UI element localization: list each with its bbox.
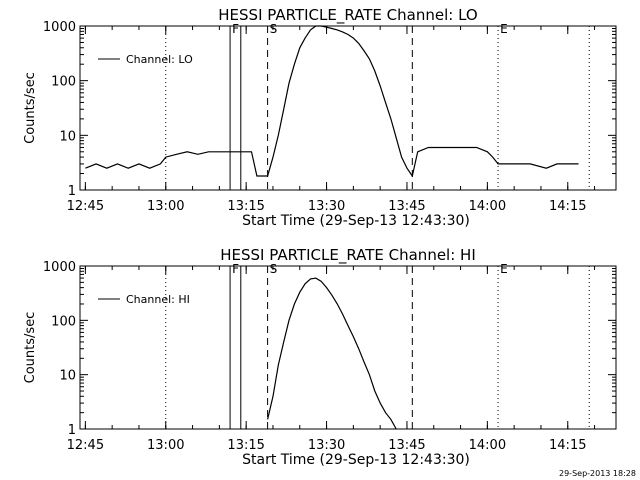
x-tick-label: 13:00 bbox=[147, 199, 184, 214]
x-tick-label: 13:30 bbox=[308, 199, 345, 214]
x-tick-label: 14:00 bbox=[469, 199, 506, 214]
x-tick-label: 13:15 bbox=[227, 438, 264, 453]
y-tick-label: 10 bbox=[59, 129, 76, 144]
chart-title: HESSI PARTICLE_RATE Channel: HI bbox=[220, 246, 476, 265]
event-marker-label: S bbox=[270, 22, 278, 36]
x-tick-label: 13:45 bbox=[388, 199, 425, 214]
y-tick-label: 10 bbox=[59, 369, 76, 384]
x-tick-label: 13:15 bbox=[227, 199, 264, 214]
event-marker-label: F bbox=[232, 22, 239, 36]
x-axis-label: Start Time (29-Sep-13 12:43:30) bbox=[242, 213, 470, 229]
y-tick-label: 1 bbox=[68, 423, 76, 438]
x-axis-label: Start Time (29-Sep-13 12:43:30) bbox=[242, 452, 470, 468]
plot-frame bbox=[79, 25, 617, 191]
data-series-line bbox=[267, 277, 397, 430]
legend-label: Channel: LO bbox=[126, 53, 193, 66]
data-series-line bbox=[85, 25, 579, 178]
x-tick-label: 13:45 bbox=[388, 438, 425, 453]
event-marker-label: E bbox=[500, 22, 508, 36]
x-tick-label: 14:15 bbox=[549, 438, 586, 453]
x-tick-label: 13:00 bbox=[147, 438, 184, 453]
x-tick-label: 14:15 bbox=[549, 199, 586, 214]
event-marker-label: F bbox=[232, 262, 239, 276]
chart-panel-0: HESSI PARTICLE_RATE Channel: LO 12:45 13:0… bbox=[23, 6, 617, 229]
y-axis-label: Counts/sec bbox=[23, 72, 38, 144]
y-tick-label: 1 bbox=[68, 184, 76, 199]
y-tick-label: 1000 bbox=[43, 260, 76, 275]
y-axis-label: Counts/sec bbox=[23, 312, 38, 384]
chart-panel-1: HESSI PARTICLE_RATE Channel: HI 12:45 13:0… bbox=[23, 246, 617, 468]
chart-title: HESSI PARTICLE_RATE Channel: LO bbox=[218, 6, 477, 25]
event-marker-label: S bbox=[270, 262, 278, 276]
legend-label: Channel: HI bbox=[126, 293, 190, 306]
event-marker-label: E bbox=[500, 262, 508, 276]
x-tick-label: 12:45 bbox=[67, 199, 104, 214]
y-tick-label: 100 bbox=[51, 314, 76, 329]
x-tick-label: 12:45 bbox=[67, 438, 104, 453]
x-tick-label: 13:30 bbox=[308, 438, 345, 453]
timestamp-label: 29-Sep-2013 18:28 bbox=[559, 469, 636, 478]
y-tick-label: 1000 bbox=[43, 20, 76, 35]
y-tick-label: 100 bbox=[51, 75, 76, 90]
plot-frame bbox=[79, 265, 617, 430]
x-tick-label: 14:00 bbox=[469, 438, 506, 453]
